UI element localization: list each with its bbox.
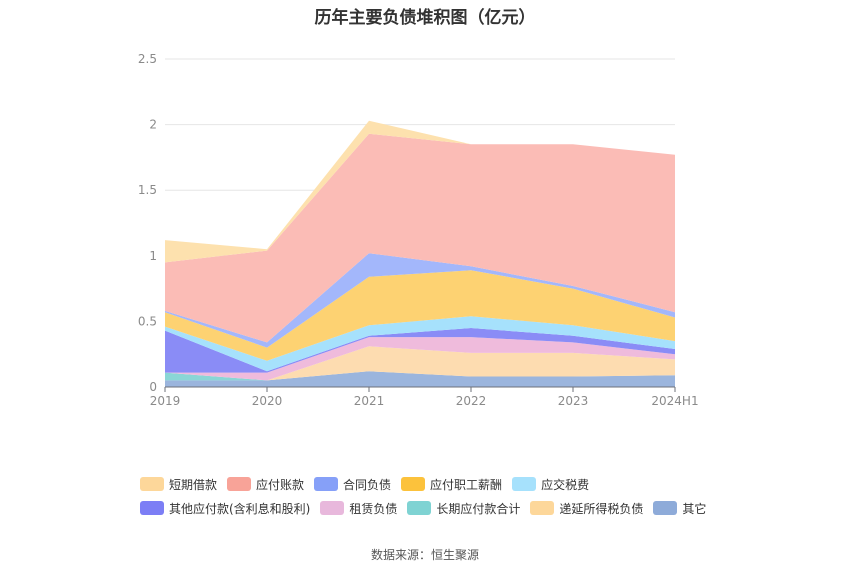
legend-item[interactable]: 长期应付款合计 bbox=[407, 500, 520, 517]
legend-item[interactable]: 短期借款 bbox=[140, 476, 217, 493]
legend-item[interactable]: 其它 bbox=[653, 500, 706, 517]
area-series-2 bbox=[165, 346, 675, 381]
area-series-0 bbox=[165, 371, 675, 387]
legend-label: 其它 bbox=[682, 501, 707, 516]
plot-area: 0 0.5 1 1.5 2 2.5 2019 2020 2021 2022 2023 2024H1 bbox=[138, 52, 699, 408]
legend-item[interactable]: 应付账款 bbox=[227, 476, 304, 493]
legend-label: 其他应付款(含利息和股利) bbox=[169, 501, 311, 516]
area-layer bbox=[165, 120, 675, 387]
legend-label: 应交税费 bbox=[541, 477, 590, 492]
legend-label: 短期借款 bbox=[169, 477, 218, 492]
legend: 短期借款 应付账款 合同负债 应付职工薪酬 应交税费其他应付款(含利息和股利) 租赁负债 长… bbox=[140, 472, 760, 520]
y-tick-label: 2.5 bbox=[138, 52, 157, 66]
y-tick-label: 2 bbox=[149, 118, 157, 132]
legend-label: 长期应付款合计 bbox=[436, 501, 521, 516]
legend-swatch bbox=[401, 477, 426, 491]
legend-item[interactable]: 其他应付款(含利息和股利) bbox=[140, 500, 310, 517]
y-tick-label: 1.5 bbox=[138, 183, 157, 197]
legend-swatch bbox=[314, 477, 339, 491]
legend-swatch bbox=[512, 477, 537, 491]
x-tick-label: 2020 bbox=[252, 394, 283, 408]
legend-label: 租赁负债 bbox=[349, 501, 398, 516]
x-tick-label: 2021 bbox=[354, 394, 385, 408]
legend-swatch bbox=[140, 477, 164, 491]
area-series-9 bbox=[165, 120, 675, 263]
legend-item[interactable]: 递延所得税负债 bbox=[530, 500, 643, 517]
area-series-7 bbox=[165, 253, 675, 348]
legend-label: 合同负债 bbox=[343, 477, 392, 492]
x-tick-label: 2024H1 bbox=[651, 394, 698, 408]
legend-item[interactable]: 租赁负债 bbox=[320, 500, 397, 517]
legend-row: 其他应付款(含利息和股利) 租赁负债 长期应付款合计 递延所得税负债 其它 bbox=[140, 496, 760, 520]
x-tick-label: 2023 bbox=[558, 394, 589, 408]
legend-row: 短期借款 应付账款 合同负债 应付职工薪酬 应交税费 bbox=[140, 472, 760, 496]
x-tick-label: 2022 bbox=[456, 394, 487, 408]
y-tick-label: 1 bbox=[149, 249, 157, 263]
legend-item[interactable]: 应付职工薪酬 bbox=[401, 476, 502, 493]
legend-item[interactable]: 合同负债 bbox=[314, 476, 391, 493]
legend-swatch bbox=[227, 477, 252, 491]
area-series-5 bbox=[165, 316, 675, 372]
legend-label: 应付账款 bbox=[256, 477, 305, 492]
legend-swatch bbox=[140, 501, 164, 515]
legend-swatch bbox=[407, 501, 432, 515]
chart-title: 历年主要负债堆积图（亿元） bbox=[314, 8, 536, 28]
source-note: 数据来源：恒生聚源 bbox=[370, 548, 479, 562]
legend-item[interactable]: 应交税费 bbox=[512, 476, 589, 493]
legend-label: 应付职工薪酬 bbox=[430, 477, 503, 492]
legend-swatch bbox=[320, 501, 345, 515]
area-series-4 bbox=[165, 328, 675, 373]
axis-layer: 0 0.5 1 1.5 2 2.5 2019 2020 2021 2022 2023 2024H1 bbox=[138, 52, 699, 408]
area-series-6 bbox=[165, 270, 675, 361]
legend-swatch bbox=[530, 501, 555, 515]
y-tick-label: 0.5 bbox=[138, 314, 157, 328]
y-tick-label: 0 bbox=[149, 380, 157, 394]
x-tick-label: 2019 bbox=[150, 394, 181, 408]
area-series-3 bbox=[165, 337, 675, 381]
legend-label: 递延所得税负债 bbox=[559, 501, 644, 516]
area-series-8 bbox=[165, 133, 675, 343]
area-series-1 bbox=[165, 346, 675, 381]
legend-swatch bbox=[653, 501, 678, 515]
